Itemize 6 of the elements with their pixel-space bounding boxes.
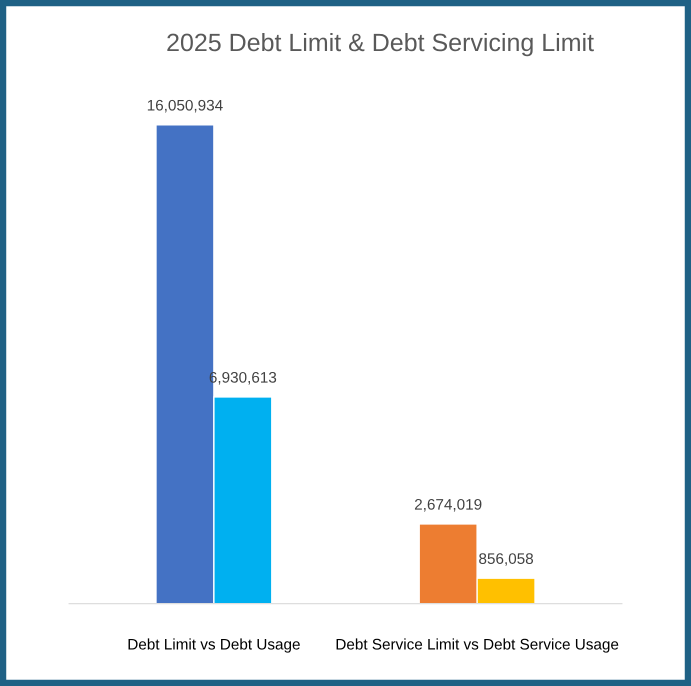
- x-tick-label: Debt Limit vs Debt Usage: [128, 638, 300, 653]
- x-tick-label: Debt Service Limit vs Debt Service Usage: [336, 638, 618, 653]
- chart-title: 2025 Debt Limit & Debt Servicing Limit: [167, 32, 594, 56]
- data-label: 856,058: [479, 553, 534, 566]
- data-label: 2,674,019: [414, 498, 482, 512]
- data-label: 16,050,934: [148, 100, 223, 112]
